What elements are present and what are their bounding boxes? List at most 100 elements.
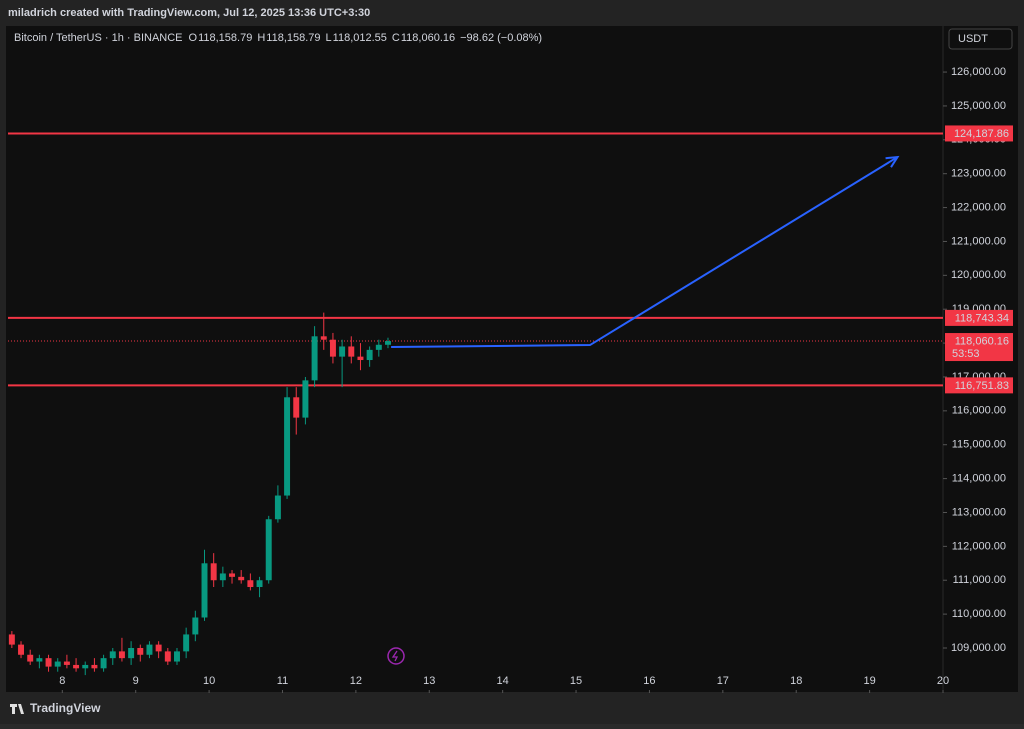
- candle-body: [45, 658, 52, 667]
- candle-body: [27, 654, 34, 662]
- legend-value: 118,158.79: [266, 32, 320, 44]
- level-label-box: [945, 377, 1013, 394]
- candle-body: [329, 339, 336, 357]
- legend-label: C: [392, 32, 400, 44]
- candle-body: [339, 346, 346, 357]
- x-tick-label: 20: [937, 675, 949, 687]
- y-tick-label: 113,000.00: [952, 506, 1006, 518]
- brand: TradingView: [30, 701, 101, 715]
- x-tick-label: 10: [203, 675, 215, 687]
- candle-body: [54, 661, 61, 667]
- x-tick-label: 15: [570, 675, 582, 687]
- candle-body: [174, 651, 180, 662]
- level-label: 118,743.34: [955, 312, 1009, 324]
- x-tick-label: 18: [790, 675, 802, 687]
- y-tick-label: 126,000.00: [951, 66, 1006, 78]
- brand-logo: [10, 704, 24, 714]
- candle-body: [320, 336, 327, 340]
- y-tick-label: 122,000.00: [951, 201, 1006, 213]
- candle-body: [183, 634, 190, 652]
- candle-body: [256, 580, 263, 588]
- candle-body: [100, 658, 107, 669]
- y-tick-label: 109,000.00: [951, 642, 1006, 654]
- y-tick-label: 123,000.00: [951, 168, 1006, 180]
- x-tick-label: 17: [717, 675, 729, 687]
- candle-body: [118, 651, 125, 659]
- candle-body: [311, 336, 318, 381]
- candle-body: [137, 647, 144, 655]
- candle-body: [348, 346, 355, 357]
- legend-value: 118,060.16: [401, 32, 455, 44]
- y-tick-label: 125,000.00: [951, 100, 1006, 112]
- y-tick-label: 114,000.00: [952, 473, 1006, 485]
- candle-body: [302, 380, 309, 418]
- x-tick-label: 12: [350, 675, 362, 687]
- y-tick-label: 115,000.00: [952, 439, 1006, 451]
- legend-label: H: [257, 32, 265, 44]
- level-label: 116,751.83: [955, 380, 1009, 392]
- candle-body: [18, 644, 25, 655]
- candle-body: [357, 356, 364, 361]
- candle-body: [366, 349, 373, 361]
- x-tick-label: 14: [497, 675, 509, 687]
- trend-drawing: [391, 156, 899, 349]
- level-label-box: [945, 309, 1013, 326]
- candle-body: [155, 644, 162, 652]
- y-tick-label: 112,000.00: [952, 540, 1006, 552]
- currency-button[interactable]: [948, 28, 1013, 50]
- y-tick-label: 121,000.00: [951, 235, 1006, 247]
- legend-label: O: [189, 32, 198, 44]
- footer: [0, 695, 1024, 724]
- candle-body: [73, 664, 80, 669]
- y-tick-label: 116,000.00: [952, 405, 1006, 417]
- candle-body: [164, 651, 171, 662]
- candle-body: [293, 397, 300, 418]
- candle-body: [201, 563, 208, 618]
- candle-body: [82, 664, 89, 669]
- candle-body: [247, 580, 254, 588]
- candle-body: [229, 573, 236, 577]
- currency[interactable]: USDT: [958, 33, 988, 45]
- candle-body: [265, 519, 272, 581]
- chart-area: [6, 26, 1018, 692]
- x-tick-label: 9: [133, 675, 139, 687]
- y-tick-label: 111,000.00: [953, 574, 1006, 586]
- y-tick-label: 120,000.00: [951, 269, 1006, 281]
- legend-change: −98.62 (−0.08%): [460, 32, 542, 44]
- x-tick-label: 8: [59, 675, 65, 687]
- event-icon-bolt: [391, 650, 399, 662]
- x-tick-label: 16: [643, 675, 655, 687]
- level-label: 124,187.86: [954, 128, 1009, 140]
- trend-arrowhead: [885, 155, 900, 168]
- candle-body: [36, 658, 43, 662]
- candle-body: [238, 576, 245, 581]
- legend-symbol: Bitcoin / TetherUS · 1h · BINANCE: [14, 32, 183, 44]
- x-tick-label: 13: [423, 675, 435, 687]
- countdown: 53:53: [952, 348, 980, 360]
- candle-body: [284, 397, 291, 496]
- candle-body: [128, 647, 135, 659]
- legend-value: 118,158.79: [198, 32, 252, 44]
- x-tick-label: 19: [863, 675, 875, 687]
- legend-value: 118,012.55: [333, 32, 387, 44]
- candle-body: [210, 563, 217, 581]
- legend-label: L: [326, 32, 332, 44]
- candle-body: [274, 495, 281, 520]
- y-tick-label: 110,000.00: [952, 608, 1006, 620]
- header: miladrich created with TradingView.com, …: [8, 7, 370, 19]
- candle-body: [375, 344, 382, 350]
- candle-body: [63, 661, 70, 665]
- x-tick-label: 11: [277, 675, 288, 687]
- candle-body: [219, 573, 226, 581]
- last-price-box: [945, 333, 1013, 362]
- level-label-box: [945, 125, 1013, 142]
- candle-body: [192, 617, 199, 635]
- event-icon[interactable]: [387, 647, 405, 665]
- candle-body: [8, 634, 15, 645]
- candle-body: [384, 341, 391, 345]
- candle-body: [109, 651, 116, 659]
- last-price-label: 118,060.16: [955, 335, 1009, 347]
- candle-body: [146, 644, 153, 655]
- candle-body: [91, 664, 98, 669]
